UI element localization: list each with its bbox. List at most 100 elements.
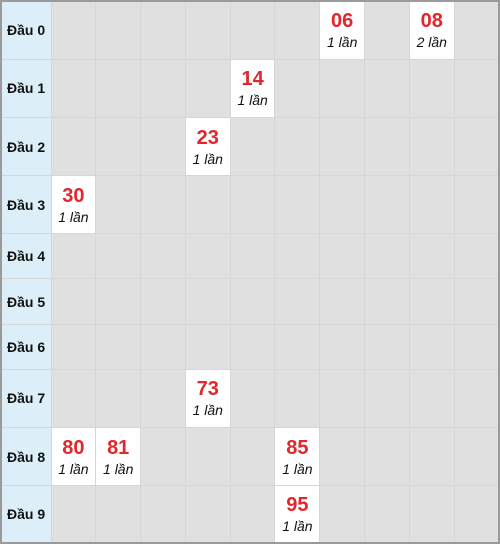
lottery-number: 95 [286, 494, 309, 517]
empty-cell [319, 233, 366, 280]
empty-cell [408, 368, 455, 428]
lottery-number: 14 [241, 68, 264, 91]
empty-cell [453, 0, 500, 60]
empty-cell [95, 116, 142, 177]
empty-cell [95, 368, 142, 428]
empty-cell [95, 0, 142, 60]
empty-cell [453, 58, 500, 118]
occurrence-count: 1 lần [192, 150, 223, 167]
row-header: Đầu 7 [0, 368, 52, 428]
number-cell: 06 1 lần [319, 0, 366, 60]
number-cell: 85 1 lần [274, 426, 321, 487]
empty-cell [229, 278, 276, 325]
number-cell: 14 1 lần [229, 58, 276, 118]
empty-cell [229, 368, 276, 428]
empty-cell [408, 485, 455, 544]
row-header: Đầu 9 [0, 485, 52, 544]
empty-cell [140, 58, 186, 118]
lottery-number: 81 [107, 436, 130, 459]
empty-cell [140, 323, 186, 370]
table-row: Đầu 5 [0, 278, 500, 325]
empty-cell [408, 278, 455, 325]
empty-cell [50, 233, 97, 280]
empty-cell [319, 278, 366, 325]
lottery-number: 30 [62, 184, 85, 207]
empty-cell [50, 58, 97, 118]
row-header: Đầu 5 [0, 278, 52, 325]
number-cell: 30 1 lần [50, 175, 97, 235]
empty-cell [319, 485, 366, 544]
empty-cell [229, 175, 276, 235]
occurrence-count: 1 lần [103, 460, 134, 477]
empty-cell [408, 116, 455, 177]
table-row: Đầu 7 73 1 lần [0, 368, 500, 428]
empty-cell [229, 426, 276, 487]
empty-cell [274, 323, 321, 370]
empty-cell [229, 323, 276, 370]
empty-cell [408, 233, 455, 280]
table-row: Đầu 6 [0, 323, 500, 370]
lottery-number: 73 [196, 378, 219, 401]
empty-cell [95, 323, 142, 370]
row-header: Đầu 4 [0, 233, 52, 280]
empty-cell [184, 0, 231, 60]
empty-cell [453, 233, 500, 280]
occurrence-count: 1 lần [58, 208, 89, 225]
empty-cell [184, 323, 231, 370]
empty-cell [364, 368, 410, 428]
empty-cell [95, 175, 142, 235]
empty-cell [364, 278, 410, 325]
empty-cell [50, 485, 97, 544]
empty-cell [140, 278, 186, 325]
empty-cell [408, 323, 455, 370]
empty-cell [274, 0, 321, 60]
occurrence-count: 1 lần [327, 34, 358, 51]
empty-cell [319, 426, 366, 487]
empty-cell [184, 233, 231, 280]
empty-cell [140, 175, 186, 235]
empty-cell [453, 278, 500, 325]
row-header: Đầu 8 [0, 426, 52, 487]
lottery-number: 23 [196, 126, 219, 149]
table-row: Đầu 1 14 1 lần [0, 58, 500, 118]
row-header: Đầu 0 [0, 0, 52, 60]
table-row: Đầu 0 06 1 lần 08 2 lần [0, 0, 500, 60]
empty-cell [453, 485, 500, 544]
empty-cell [274, 58, 321, 118]
empty-cell [274, 278, 321, 325]
empty-cell [50, 368, 97, 428]
empty-cell [140, 485, 186, 544]
empty-cell [319, 175, 366, 235]
empty-cell [274, 233, 321, 280]
empty-cell [364, 116, 410, 177]
empty-cell [319, 368, 366, 428]
row-header: Đầu 6 [0, 323, 52, 370]
table-row: Đầu 4 [0, 233, 500, 280]
empty-cell [453, 323, 500, 370]
empty-cell [95, 485, 142, 544]
number-cell: 80 1 lần [50, 426, 97, 487]
occurrence-count: 1 lần [237, 92, 268, 109]
lottery-number: 85 [286, 436, 309, 459]
empty-cell [364, 323, 410, 370]
number-cell: 23 1 lần [184, 116, 231, 177]
empty-cell [229, 485, 276, 544]
empty-cell [95, 58, 142, 118]
occurrence-count: 1 lần [282, 518, 313, 535]
number-cell: 95 1 lần [274, 485, 321, 544]
empty-cell [453, 368, 500, 428]
empty-cell [50, 0, 97, 60]
empty-cell [95, 278, 142, 325]
empty-cell [364, 58, 410, 118]
table-row: Đầu 8 80 1 lần 81 1 lần 85 1 lần [0, 426, 500, 487]
lottery-number: 06 [331, 10, 354, 33]
empty-cell [364, 233, 410, 280]
empty-cell [229, 0, 276, 60]
empty-cell [408, 58, 455, 118]
empty-cell [140, 233, 186, 280]
empty-cell [50, 278, 97, 325]
empty-cell [319, 58, 366, 118]
empty-cell [140, 368, 186, 428]
